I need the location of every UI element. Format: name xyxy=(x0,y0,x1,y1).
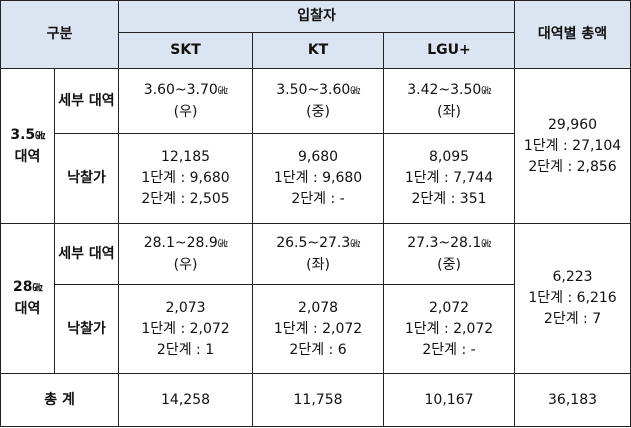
skt-grand-total: 14,258 xyxy=(118,373,254,427)
price-total: 2,072 xyxy=(428,299,470,316)
skt-winning-price: 12,185 1단계 : 9,680 2단계 : 2,505 xyxy=(118,133,254,224)
price-stage2: 2단계 : 6 xyxy=(289,341,347,358)
band-3-5-price-row: 낙찰가 12,185 1단계 : 9,680 2단계 : 2,505 9,680… xyxy=(1,133,631,224)
band-total-header: 대역별 총액 xyxy=(514,0,631,69)
price-stage1: 1단계 : 9,680 xyxy=(141,170,230,186)
frequency-unit: ㎓ xyxy=(217,85,228,97)
header-row-bidders: SKT KT LGU+ xyxy=(1,32,631,69)
band-total-sum: 6,223 xyxy=(552,269,593,285)
lgu-grand-total: 10,167 xyxy=(383,373,516,427)
price-stage1: 1단계 : 2,072 xyxy=(141,320,230,337)
price-stage2: 2단계 : - xyxy=(422,341,476,358)
frequency-range: 27.3~28.1 xyxy=(407,234,482,251)
price-stage1: 1단계 : 2,072 xyxy=(273,320,363,337)
frequency-range: 26.5~27.3 xyxy=(276,234,351,251)
price-total: 2,073 xyxy=(165,299,206,316)
frequency-unit: ㎓ xyxy=(217,238,228,250)
band-total-stage1: 1단계 : 27,104 xyxy=(523,137,622,154)
frequency-unit: ㎓ xyxy=(481,238,491,250)
winning-price-label: 낙찰가 xyxy=(53,133,120,224)
band-label-3-5: 3.5㎓ 대역 xyxy=(0,68,55,224)
band-position: (우) xyxy=(173,256,198,273)
band-unit: ㎓ xyxy=(35,130,45,142)
price-stage1: 1단계 : 9,680 xyxy=(273,170,363,186)
band-28-price-row: 낙찰가 2,073 1단계 : 2,072 2단계 : 1 2,078 1단계 … xyxy=(1,284,631,374)
price-stage2: 2단계 : 1 xyxy=(156,341,215,358)
band-total-stage2: 2단계 : 2,856 xyxy=(528,158,617,175)
category-header: 구분 xyxy=(0,0,120,69)
band-total-sum: 29,960 xyxy=(548,116,598,133)
bidder-header-lgu: LGU+ xyxy=(383,32,516,69)
band-position: (중) xyxy=(437,256,461,273)
band-position: (좌) xyxy=(437,103,461,120)
frequency-range: 3.42~3.50 xyxy=(407,81,482,98)
price-stage1: 1단계 : 2,072 xyxy=(404,320,494,337)
kt-winning-price: 2,078 1단계 : 2,072 2단계 : 6 xyxy=(252,284,385,374)
price-total: 8,095 xyxy=(428,149,470,165)
kt-winning-price: 9,680 1단계 : 9,680 2단계 : - xyxy=(252,133,385,224)
grand-total-row: 총 계 14,258 11,758 10,167 36,183 xyxy=(0,373,631,427)
frequency-range: 3.50~3.60 xyxy=(276,81,351,98)
lgu-winning-price: 2,072 1단계 : 2,072 2단계 : - xyxy=(383,284,516,374)
lgu-winning-price: 8,095 1단계 : 7,744 2단계 : 351 xyxy=(383,133,516,224)
band-unit: ㎓ xyxy=(32,283,42,294)
header-row-top: 구분 입찰자 대역별 총액 xyxy=(0,0,631,69)
price-total: 12,185 xyxy=(161,149,211,165)
skt-detail-band: 28.1~28.9㎓ (우) xyxy=(118,223,254,285)
skt-detail-band: 3.60~3.70㎓ (우) xyxy=(118,68,254,134)
bidder-header-skt: SKT xyxy=(118,32,254,69)
band-label-28: 28㎓ 대역 xyxy=(0,223,55,374)
winning-price-label: 낙찰가 xyxy=(53,284,120,374)
band-position: (우) xyxy=(173,103,198,120)
lgu-detail-band: 3.42~3.50㎓ (좌) xyxy=(383,68,516,134)
detail-band-label: 세부 대역 xyxy=(53,223,120,285)
price-stage1: 1단계 : 7,744 xyxy=(404,170,494,186)
band-position: (중) xyxy=(306,103,330,120)
detail-band-label: 세부 대역 xyxy=(53,68,120,134)
band-total-stage2: 2단계 : 7 xyxy=(543,311,602,327)
price-total: 2,078 xyxy=(297,299,339,316)
overall-grand-total: 36,183 xyxy=(514,373,631,427)
price-stage2: 2단계 : 2,505 xyxy=(141,191,230,207)
band-number: 3.5 xyxy=(10,126,36,143)
kt-detail-band: 26.5~27.3㎓ (좌) xyxy=(252,223,385,285)
price-stage2: 2단계 : - xyxy=(291,191,345,207)
price-stage2: 2단계 : 351 xyxy=(411,191,487,207)
band-number: 28 xyxy=(13,279,33,295)
skt-winning-price: 2,073 1단계 : 2,072 2단계 : 1 xyxy=(118,284,254,374)
band-total-stage1: 1단계 : 6,216 xyxy=(528,290,617,306)
bidder-header-kt: KT xyxy=(252,32,385,69)
band-28-detail-row: 28㎓ 대역 세부 대역 28.1~28.9㎓ (우) 26.5~27.3㎓ (… xyxy=(0,223,631,374)
band-word: 대역 xyxy=(14,148,41,165)
band-position: (좌) xyxy=(306,256,330,273)
frequency-range: 28.1~28.9 xyxy=(143,234,218,251)
grand-total-label: 총 계 xyxy=(0,373,120,427)
band-total-28: 6,223 1단계 : 6,216 2단계 : 7 xyxy=(514,223,631,374)
lgu-detail-band: 27.3~28.1㎓ (중) xyxy=(383,223,516,285)
frequency-range: 3.60~3.70 xyxy=(143,81,218,98)
frequency-unit: ㎓ xyxy=(350,85,360,97)
band-total-3-5: 29,960 1단계 : 27,104 2단계 : 2,856 xyxy=(514,68,631,224)
price-total: 9,680 xyxy=(297,149,339,165)
bidders-header: 입찰자 xyxy=(118,0,516,33)
frequency-unit: ㎓ xyxy=(350,238,360,250)
kt-detail-band: 3.50~3.60㎓ (중) xyxy=(252,68,385,134)
kt-grand-total: 11,758 xyxy=(252,373,385,427)
frequency-unit: ㎓ xyxy=(481,85,491,97)
band-3-5-detail-row: 3.5㎓ 대역 세부 대역 3.60~3.70㎓ (우) 3.50~3.60㎓ … xyxy=(0,68,631,224)
band-word: 대역 xyxy=(14,301,41,317)
